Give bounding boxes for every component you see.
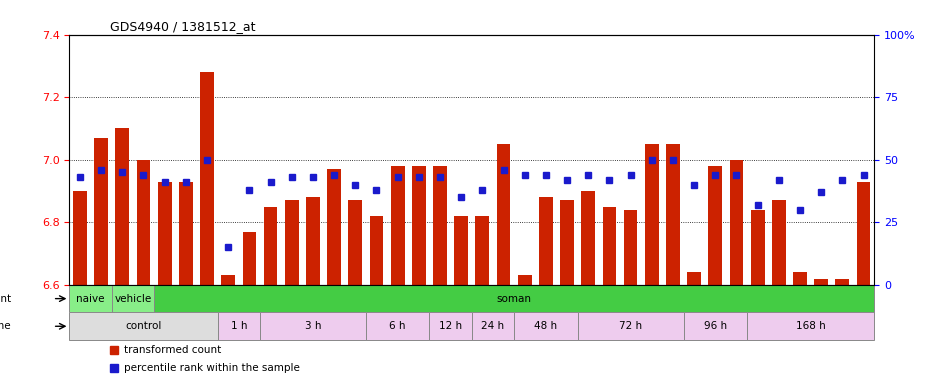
Bar	[687, 272, 701, 285]
Text: 72 h: 72 h	[619, 321, 642, 331]
Bar	[158, 182, 171, 285]
Bar	[73, 191, 87, 285]
Text: 3 h: 3 h	[304, 321, 321, 331]
Text: 24 h: 24 h	[481, 321, 504, 331]
Bar	[684, 313, 747, 340]
Bar	[747, 313, 874, 340]
Text: 96 h: 96 h	[704, 321, 727, 331]
Text: 6 h: 6 h	[389, 321, 406, 331]
Bar	[814, 278, 828, 285]
Text: time: time	[0, 321, 11, 331]
Text: 168 h: 168 h	[796, 321, 825, 331]
Bar	[221, 275, 235, 285]
Text: vehicle: vehicle	[115, 294, 152, 304]
Bar	[433, 166, 447, 285]
Bar	[242, 232, 256, 285]
Bar	[602, 207, 616, 285]
Bar	[306, 197, 320, 285]
Bar	[472, 313, 514, 340]
Bar	[561, 200, 574, 285]
Bar	[709, 166, 722, 285]
Bar	[260, 313, 366, 340]
Bar	[518, 275, 532, 285]
Text: 12 h: 12 h	[439, 321, 462, 331]
Bar	[539, 197, 553, 285]
Bar	[366, 313, 429, 340]
Bar	[137, 160, 151, 285]
Bar	[645, 144, 659, 285]
Text: agent: agent	[0, 294, 11, 304]
Bar	[475, 216, 489, 285]
Bar	[666, 144, 680, 285]
Bar	[857, 182, 870, 285]
Text: percentile rank within the sample: percentile rank within the sample	[124, 363, 300, 373]
Bar	[514, 313, 577, 340]
Bar	[200, 72, 214, 285]
Bar	[217, 313, 260, 340]
Bar	[793, 272, 807, 285]
Bar	[390, 166, 404, 285]
Text: control: control	[125, 321, 162, 331]
Bar	[94, 138, 108, 285]
Bar	[370, 216, 383, 285]
Bar	[751, 210, 765, 285]
Text: 48 h: 48 h	[535, 321, 558, 331]
Bar	[429, 313, 472, 340]
Text: transformed count: transformed count	[124, 345, 221, 355]
Text: soman: soman	[497, 294, 532, 304]
Bar	[623, 210, 637, 285]
Bar	[285, 200, 299, 285]
Bar	[581, 191, 595, 285]
Bar	[772, 200, 785, 285]
Bar	[69, 285, 112, 313]
Bar	[69, 313, 217, 340]
Bar	[835, 278, 849, 285]
Bar	[577, 313, 684, 340]
Bar	[112, 285, 154, 313]
Bar	[179, 182, 192, 285]
Bar	[497, 144, 511, 285]
Bar	[412, 166, 426, 285]
Bar	[264, 207, 278, 285]
Bar	[154, 285, 874, 313]
Bar	[730, 160, 744, 285]
Bar	[454, 216, 468, 285]
Text: naive: naive	[76, 294, 105, 304]
Text: 1 h: 1 h	[230, 321, 247, 331]
Bar	[116, 128, 130, 285]
Bar	[349, 200, 363, 285]
Text: GDS4940 / 1381512_at: GDS4940 / 1381512_at	[110, 20, 255, 33]
Bar	[327, 169, 341, 285]
